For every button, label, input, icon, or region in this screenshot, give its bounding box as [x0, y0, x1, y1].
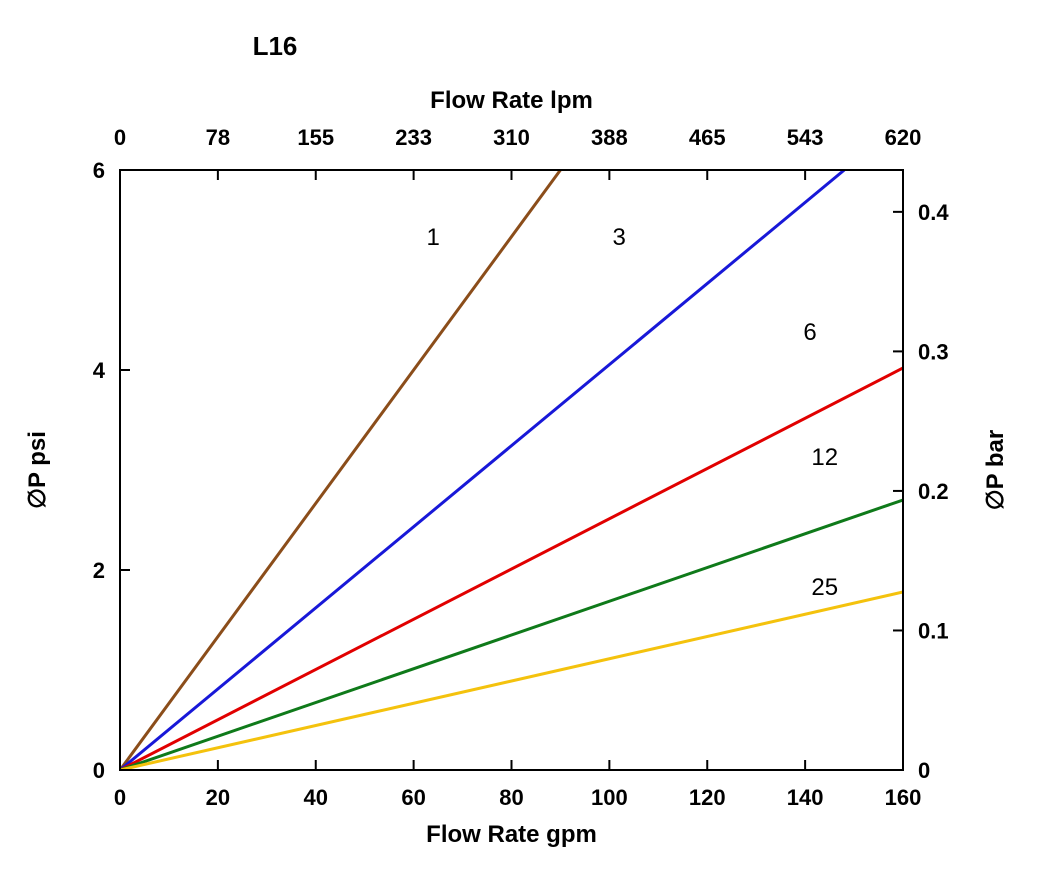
series-line-3 [120, 170, 844, 770]
x-top-axis-label: Flow Rate lpm [430, 87, 593, 114]
x-top-tick-label: 310 [493, 125, 530, 150]
x-bottom-tick-label: 80 [499, 785, 523, 810]
x-top-tick-label: 155 [297, 125, 334, 150]
series-line-1 [120, 170, 560, 770]
series-label-12: 12 [811, 444, 838, 471]
x-bottom-axis-label: Flow Rate gpm [426, 821, 597, 848]
x-bottom-tick-label: 140 [787, 785, 824, 810]
pressure-flow-chart: L16Flow Rate lpm078155233310388465543620… [0, 0, 1050, 892]
y-left-tick-label: 2 [93, 558, 105, 583]
x-top-tick-label: 465 [689, 125, 726, 150]
y-left-tick-label: 6 [93, 158, 105, 183]
series-label-1: 1 [427, 224, 440, 251]
x-top-tick-label: 78 [206, 125, 230, 150]
series-line-12 [120, 500, 903, 770]
y-right-tick-label: 0.4 [918, 200, 949, 225]
x-bottom-tick-label: 160 [885, 785, 922, 810]
y-right-tick-label: 0 [918, 758, 930, 783]
x-bottom-tick-label: 20 [206, 785, 230, 810]
x-bottom-tick-label: 100 [591, 785, 628, 810]
chart-title: L16 [253, 31, 298, 61]
series-line-25 [120, 592, 903, 770]
x-top-tick-label: 388 [591, 125, 628, 150]
y-right-axis-label: ∅P bar [982, 430, 1009, 511]
chart-svg: L16Flow Rate lpm078155233310388465543620… [0, 0, 1050, 892]
y-right-tick-label: 0.3 [918, 339, 949, 364]
y-left-axis-label: ∅P psi [24, 431, 51, 509]
x-top-tick-label: 620 [885, 125, 922, 150]
x-top-tick-label: 543 [787, 125, 824, 150]
series-label-6: 6 [803, 319, 816, 346]
x-bottom-tick-label: 120 [689, 785, 726, 810]
x-top-tick-label: 0 [114, 125, 126, 150]
x-bottom-tick-label: 0 [114, 785, 126, 810]
y-left-tick-label: 4 [93, 358, 106, 383]
y-left-tick-label: 0 [93, 758, 105, 783]
x-bottom-tick-label: 40 [304, 785, 328, 810]
y-right-tick-label: 0.1 [918, 618, 949, 643]
y-right-tick-label: 0.2 [918, 479, 949, 504]
series-label-25: 25 [811, 574, 838, 601]
x-bottom-tick-label: 60 [401, 785, 425, 810]
series-label-3: 3 [612, 224, 625, 251]
series-line-6 [120, 368, 903, 770]
x-top-tick-label: 233 [395, 125, 432, 150]
